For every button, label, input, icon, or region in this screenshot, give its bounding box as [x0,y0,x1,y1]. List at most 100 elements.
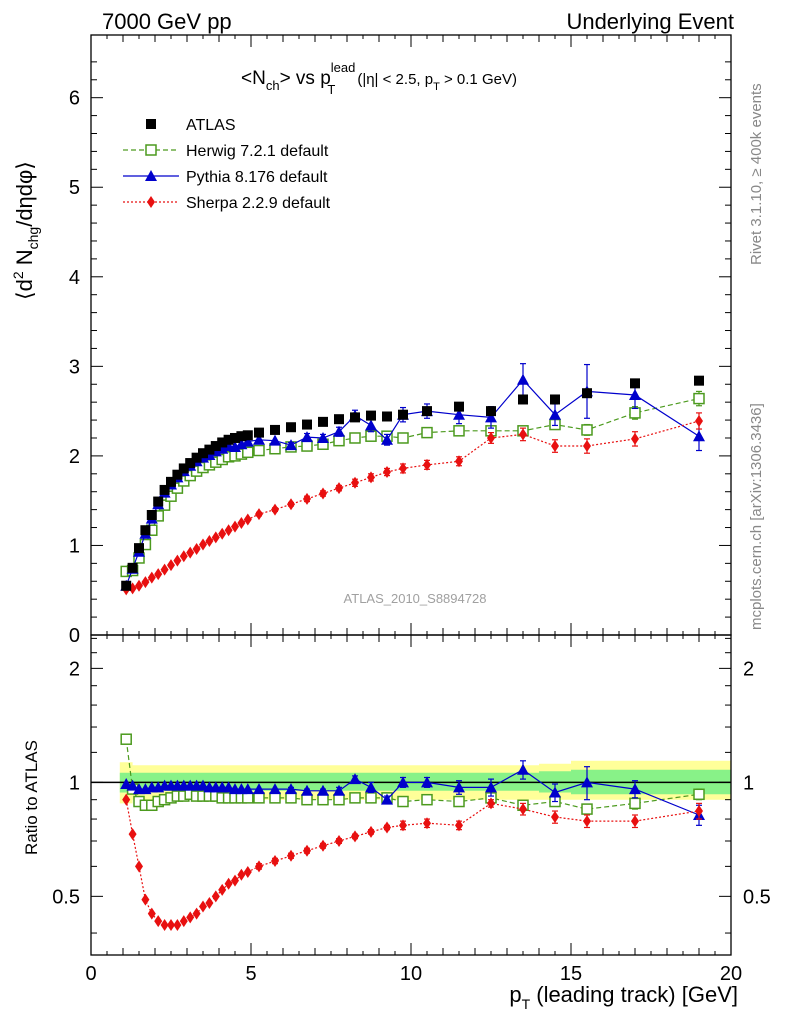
data-point-pythia [317,784,329,796]
data-point-atlas [422,406,432,417]
data-point-herwig [242,446,254,459]
data-point-sherpa [399,462,407,475]
data-point-sherpa [173,554,182,567]
data-point-pythia [549,786,561,798]
data-point-pythia [301,431,313,443]
data-point-atlas [127,562,138,573]
data-point-herwig [269,792,281,804]
data-point-sherpa [154,915,163,928]
data-point-pythia [629,389,641,400]
data-point-sherpa [455,819,463,832]
data-point-sherpa [255,860,263,873]
data-point-pythia [397,776,409,788]
y-axis-label-main: ⟨d2 Nchg/dηdφ⟩ [10,161,41,300]
data-point-sherpa [551,811,559,824]
legend-marker-herwig [145,144,157,156]
data-point-atlas [153,496,164,507]
legend: ATLAS Herwig 7.2.1 default Pythia 8.176 de… [123,117,331,212]
data-point-atlas [318,416,328,427]
data-point-sherpa [205,897,214,910]
series-sherpa [122,793,703,932]
data-point-sherpa [199,538,207,551]
y-tick-label-main: 1 [69,535,80,557]
x-tick-label: 0 [85,963,96,985]
y-tick-label-main: 0 [69,625,80,647]
data-point-atlas [518,394,528,405]
data-point-pythia [365,419,377,431]
legend-label-atlas: ATLAS [186,117,236,134]
data-point-sherpa [231,520,239,533]
data-point-sherpa [141,576,150,589]
data-point-herwig [629,407,641,419]
axis-ticks: 0 5 10 15 20 0 1 2 3 4 5 6 0.5 0.5 1 1 2 2 [52,35,771,985]
data-point-sherpa [351,476,359,489]
x-tick-label: 15 [560,963,582,985]
data-point-sherpa [487,431,495,444]
header-left-label: 7000 GeV pp [102,9,232,34]
data-point-herwig [349,792,361,804]
series-line-pythia [125,378,700,586]
data-point-atlas [121,580,132,591]
data-point-herwig [581,424,593,436]
data-point-sherpa [583,815,591,828]
y-tick-label-ratio-right: 0.5 [743,886,771,908]
data-point-sherpa [179,550,188,563]
data-point-sherpa [160,919,169,932]
data-point-sherpa [271,854,279,867]
y-tick-label-main: 5 [69,177,80,199]
data-point-sherpa [287,498,295,511]
data-point-sherpa [367,471,375,484]
data-point-sherpa [695,805,703,818]
data-point-herwig [629,797,641,810]
main-panel-series [120,363,705,596]
data-point-herwig [453,425,465,437]
series-pythia [120,363,705,591]
data-point-sherpa [224,877,233,890]
data-point-atlas [398,409,408,420]
data-point-sherpa [167,919,175,932]
data-point-herwig [397,432,409,444]
data-point-sherpa [135,860,143,873]
data-point-sherpa [631,815,639,828]
data-point-pythia [269,434,281,446]
legend-label-herwig: Herwig 7.2.1 default [186,143,329,160]
data-point-atlas [334,414,344,425]
data-point-atlas [159,484,170,495]
data-point-sherpa [192,543,201,556]
data-point-herwig [317,793,329,806]
data-point-pythia [453,781,465,793]
data-point-atlas [270,424,280,435]
data-point-pythia [333,784,345,796]
series-herwig [120,390,705,578]
data-point-herwig [397,795,409,808]
x-tick-label: 20 [720,963,742,985]
data-point-atlas [134,543,144,554]
data-point-pythia [285,783,297,795]
data-point-atlas [191,452,202,463]
data-point-sherpa [224,524,233,537]
data-point-atlas [140,525,151,536]
data-point-pythia [333,425,345,437]
legend-label-pythia: Pythia 8.176 default [186,169,328,186]
data-point-sherpa [192,907,201,920]
data-point-sherpa [335,482,343,495]
data-point-pythia [381,793,393,805]
data-point-sherpa [551,440,559,453]
analysis-watermark: ATLAS_2010_S8894728 [344,591,487,606]
data-point-sherpa [173,919,182,932]
data-point-herwig [365,430,377,442]
data-point-sherpa [695,414,703,427]
data-point-pythia [629,783,641,795]
data-point-herwig [365,792,377,804]
data-point-sherpa [237,517,246,530]
data-point-herwig [242,792,254,804]
data-point-sherpa [287,849,295,862]
data-point-atlas [486,406,496,417]
series-sherpa [122,412,703,596]
y-tick-label-main: 3 [69,356,80,378]
data-point-atlas [350,412,360,423]
data-point-pythia [581,776,593,788]
data-point-herwig [421,426,433,439]
data-point-sherpa [455,455,463,468]
data-point-herwig [693,392,705,405]
